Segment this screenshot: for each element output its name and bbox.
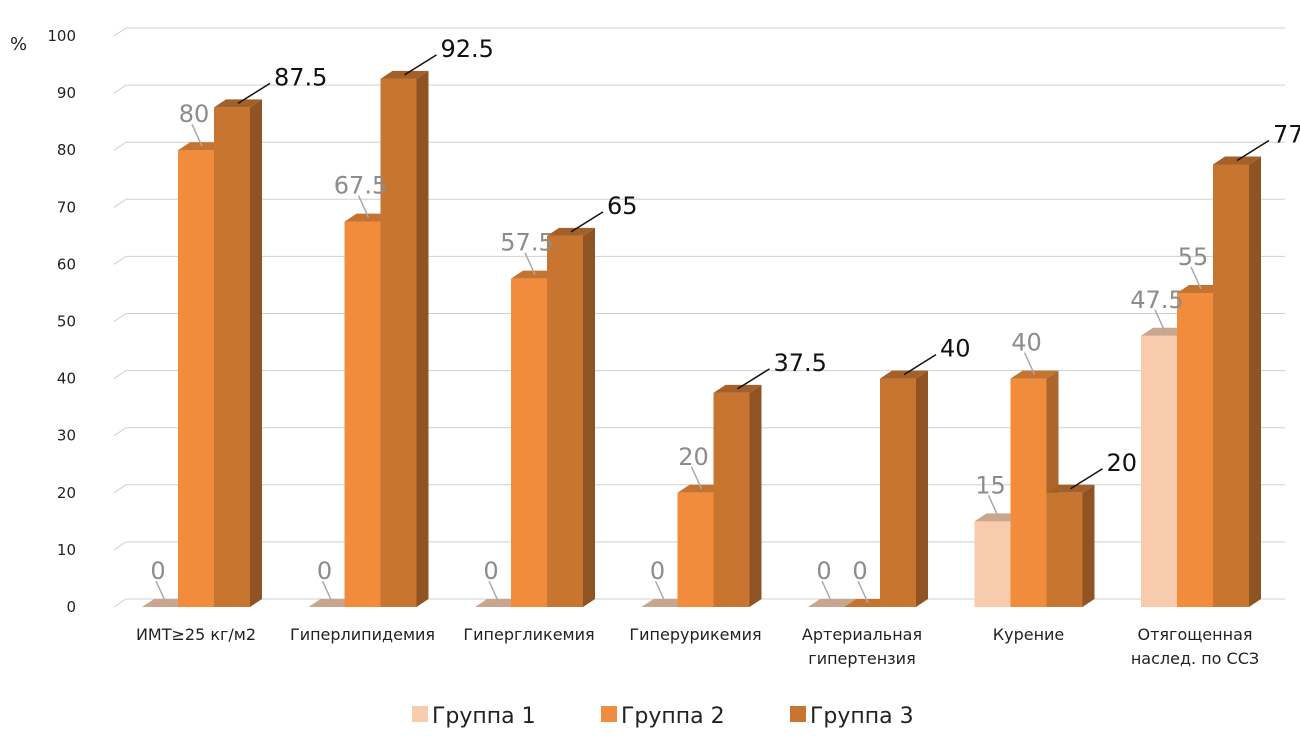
bar bbox=[713, 384, 762, 607]
data-label: 0 bbox=[852, 557, 867, 585]
data-label: 80 bbox=[179, 100, 210, 128]
data-label: 37.5 bbox=[774, 349, 827, 377]
y-tick-label: 50 bbox=[57, 313, 76, 331]
data-label: 0 bbox=[150, 557, 165, 585]
leader-line bbox=[1070, 468, 1103, 490]
y-axis-label: % bbox=[10, 34, 27, 55]
bar bbox=[1046, 484, 1095, 607]
leader-line bbox=[155, 580, 167, 604]
gridline bbox=[113, 313, 1285, 322]
legend-label: Группа 1 bbox=[432, 704, 536, 729]
leader-line bbox=[570, 211, 604, 233]
legend-label: Группа 3 bbox=[810, 704, 914, 729]
leader-line bbox=[1190, 266, 1202, 290]
leader-line bbox=[237, 82, 271, 105]
data-label: 40 bbox=[940, 335, 971, 363]
y-tick-label: 100 bbox=[47, 27, 76, 45]
data-label: 57.5 bbox=[500, 229, 553, 257]
data-label: 20 bbox=[678, 443, 709, 471]
leader-line bbox=[1236, 139, 1270, 162]
y-tick-label: 40 bbox=[57, 370, 76, 388]
leader-line bbox=[357, 195, 370, 218]
legend-item: Группа 2 bbox=[601, 704, 725, 729]
leader-line bbox=[321, 580, 334, 604]
data-label: 0 bbox=[483, 557, 498, 585]
category-label: Артериальная гипертензия bbox=[802, 625, 922, 668]
leader-line bbox=[690, 466, 703, 490]
data-label: 67.5 bbox=[334, 172, 387, 200]
category-label: Курение bbox=[993, 625, 1065, 644]
leader-line bbox=[404, 54, 437, 76]
y-tick-label: 10 bbox=[57, 541, 76, 559]
leader-line bbox=[488, 580, 500, 604]
legend: Группа 1 Группа 2 Группа 3 bbox=[412, 704, 914, 729]
legend-item: Группа 3 bbox=[790, 704, 914, 729]
y-tick-label: 0 bbox=[66, 598, 76, 616]
gridline bbox=[113, 27, 1285, 37]
leader-line bbox=[1023, 352, 1036, 375]
data-labels: 0 0 0 0 01547.58067.557.5200405587.592.56537… bbox=[150, 35, 1300, 604]
leader-line bbox=[654, 580, 667, 604]
bar bbox=[380, 70, 429, 607]
data-label: 0 bbox=[816, 557, 831, 585]
data-label: 55 bbox=[1178, 243, 1209, 271]
category-label: Отягощенная наслед. по ССЗ bbox=[1131, 625, 1259, 668]
leader-line bbox=[737, 368, 770, 390]
legend-swatch bbox=[601, 706, 617, 722]
leader-line bbox=[903, 353, 937, 376]
data-label: 65 bbox=[607, 192, 638, 220]
legend-item: Группа 1 bbox=[412, 704, 536, 729]
leader-line bbox=[987, 495, 1000, 518]
bar bbox=[214, 99, 262, 607]
leader-line bbox=[857, 580, 869, 604]
y-tick-label: 30 bbox=[57, 427, 76, 445]
data-label: 40 bbox=[1011, 329, 1042, 357]
bars bbox=[142, 70, 1261, 607]
gridline bbox=[113, 198, 1285, 208]
category-label: Гиперлипидемия bbox=[290, 625, 435, 644]
bar bbox=[547, 227, 595, 607]
legend-swatch bbox=[790, 706, 806, 722]
y-tick-label: 80 bbox=[57, 141, 76, 159]
y-tick-label: 90 bbox=[57, 84, 76, 102]
data-label: 87.5 bbox=[274, 63, 327, 91]
y-axis: % 0 10 20 30 40 50 60 70 80 90 100 bbox=[10, 27, 76, 616]
y-tick-label: 60 bbox=[57, 255, 76, 273]
category-label: Гипергликемия bbox=[463, 625, 594, 644]
data-label: 92.5 bbox=[441, 35, 494, 63]
gridline bbox=[113, 84, 1285, 94]
data-label: 0 bbox=[317, 557, 332, 585]
leader-line bbox=[821, 580, 833, 604]
category-labels: ИМТ≥25 кг/м2 Гиперлипидемия Гипергликемия Г… bbox=[136, 625, 1259, 668]
gridline bbox=[113, 427, 1285, 437]
y-tick-label: 20 bbox=[57, 484, 76, 502]
data-label: 47.5 bbox=[1130, 286, 1183, 314]
leader-line bbox=[1154, 309, 1166, 333]
category-label: Гиперурикемия bbox=[629, 625, 761, 644]
category-label: ИМТ≥25 кг/м2 bbox=[136, 625, 256, 644]
data-label: 15 bbox=[975, 471, 1006, 499]
grid-lines bbox=[113, 27, 1285, 608]
legend-swatch bbox=[412, 706, 428, 722]
data-label: 0 bbox=[650, 557, 665, 585]
leader-line bbox=[191, 123, 203, 147]
y-tick-label: 70 bbox=[57, 198, 76, 216]
data-label: 20 bbox=[1107, 449, 1138, 477]
legend-label: Группа 2 bbox=[621, 704, 725, 729]
data-label: 77.5 bbox=[1273, 120, 1300, 148]
leader-line bbox=[524, 252, 536, 275]
gridline bbox=[113, 370, 1285, 380]
bar bbox=[1213, 156, 1261, 607]
bar bbox=[880, 370, 928, 607]
gridline bbox=[113, 141, 1285, 151]
gridline bbox=[113, 255, 1285, 265]
